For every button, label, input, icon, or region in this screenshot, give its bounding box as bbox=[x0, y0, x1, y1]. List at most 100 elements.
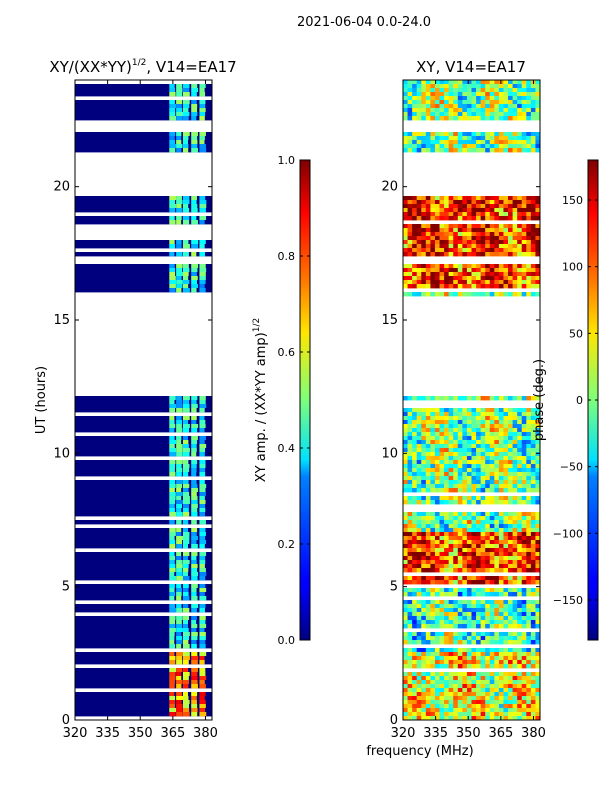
coherence-cell bbox=[182, 628, 189, 633]
xtick-label: 380 bbox=[521, 726, 546, 741]
phase-cell bbox=[476, 196, 482, 201]
phase-cell bbox=[448, 140, 454, 145]
phase-cell bbox=[535, 272, 540, 277]
coherence-cell bbox=[182, 288, 190, 293]
phase-cell bbox=[439, 104, 445, 109]
phase-cell bbox=[421, 240, 427, 245]
phase-cell bbox=[521, 636, 527, 641]
phase-cell bbox=[535, 208, 540, 213]
phase-cell bbox=[508, 656, 513, 661]
phase-cell bbox=[480, 92, 486, 97]
phase-cell bbox=[498, 464, 504, 469]
phase-cell bbox=[535, 540, 540, 545]
coherence-cell bbox=[191, 464, 197, 469]
coherence-cell bbox=[199, 608, 205, 613]
phase-cell bbox=[526, 144, 532, 149]
phase-cell bbox=[512, 144, 518, 149]
phase-cell bbox=[512, 480, 518, 485]
phase-cell bbox=[485, 456, 491, 461]
phase-cell bbox=[530, 96, 536, 101]
phase-cell bbox=[466, 436, 472, 441]
phase-cell bbox=[403, 436, 408, 441]
coherence-row bbox=[75, 656, 212, 661]
coherence-cell bbox=[169, 448, 177, 453]
phase-cell bbox=[535, 244, 540, 249]
phase-cell bbox=[517, 100, 523, 105]
phase-cell bbox=[521, 444, 527, 449]
phase-cell bbox=[508, 616, 513, 621]
coherence-cell bbox=[182, 604, 189, 609]
phase-cell bbox=[498, 96, 504, 101]
phase-cell bbox=[498, 632, 504, 637]
phase-cell bbox=[416, 276, 422, 281]
phase-cell bbox=[439, 428, 445, 433]
phase-cell bbox=[457, 476, 463, 481]
phase-cell bbox=[416, 608, 422, 613]
coherence-cell bbox=[176, 100, 183, 105]
phase-cell bbox=[466, 204, 472, 209]
phase-cell bbox=[444, 212, 450, 217]
coherence-cell bbox=[199, 452, 205, 457]
phase-cell bbox=[530, 592, 536, 597]
phase-cell bbox=[530, 620, 536, 625]
phase-cell bbox=[489, 664, 495, 669]
phase-cell bbox=[503, 564, 509, 569]
phase-cell bbox=[489, 608, 495, 613]
coherence-cell bbox=[169, 216, 175, 221]
phase-cell bbox=[434, 236, 440, 241]
phase-cell bbox=[498, 564, 504, 569]
coherence-cell bbox=[191, 568, 198, 573]
phase-cell bbox=[434, 560, 440, 565]
phase-cell bbox=[530, 460, 536, 465]
phase-cell bbox=[480, 632, 486, 637]
phase-cell bbox=[485, 528, 491, 533]
phase-cell bbox=[535, 280, 540, 285]
phase-cell bbox=[498, 476, 504, 481]
phase-cell bbox=[403, 108, 408, 113]
phase-cell bbox=[526, 276, 532, 281]
phase-cell bbox=[412, 556, 418, 561]
phase-cell bbox=[448, 468, 454, 473]
phase-cell bbox=[476, 112, 482, 117]
coherence-cell bbox=[176, 620, 182, 625]
phase-cell bbox=[503, 428, 509, 433]
phase-cell bbox=[489, 248, 495, 253]
phase-cell bbox=[416, 476, 422, 481]
phase-cell bbox=[430, 688, 436, 693]
coherence-cell bbox=[199, 568, 206, 573]
phase-cell bbox=[521, 264, 527, 269]
phase-cell bbox=[485, 616, 491, 621]
coherence-row bbox=[75, 420, 212, 425]
phase-cell bbox=[453, 284, 459, 289]
phase-cell bbox=[489, 700, 495, 705]
phase-cell bbox=[535, 292, 540, 297]
phase-cell bbox=[448, 252, 454, 257]
phase-cell bbox=[434, 528, 440, 533]
phase-cell bbox=[471, 576, 477, 581]
phase-cell bbox=[430, 96, 436, 101]
phase-cell bbox=[466, 564, 472, 569]
phase-cell bbox=[476, 200, 482, 205]
phase-cell bbox=[416, 420, 422, 425]
phase-cell bbox=[407, 520, 413, 525]
phase-cell bbox=[421, 216, 427, 221]
phase-cell bbox=[425, 424, 431, 429]
phase-cell bbox=[494, 480, 500, 485]
coherence-cell bbox=[199, 512, 205, 517]
phase-cell bbox=[448, 456, 454, 461]
phase-cell bbox=[498, 684, 504, 689]
phase-cell bbox=[453, 604, 459, 609]
phase-cell bbox=[476, 716, 482, 720]
phase-cell bbox=[453, 536, 459, 541]
phase-cell bbox=[480, 536, 486, 541]
phase-cell bbox=[480, 444, 486, 449]
phase-cell bbox=[434, 244, 440, 249]
phase-cell bbox=[517, 576, 523, 581]
phase-cell bbox=[476, 420, 482, 425]
phase-cell bbox=[517, 700, 523, 705]
phase-cell bbox=[444, 232, 450, 237]
coherence-cell bbox=[199, 640, 206, 645]
phase-cell bbox=[526, 248, 532, 253]
phase-cell bbox=[403, 564, 408, 569]
phase-cell bbox=[512, 600, 518, 605]
